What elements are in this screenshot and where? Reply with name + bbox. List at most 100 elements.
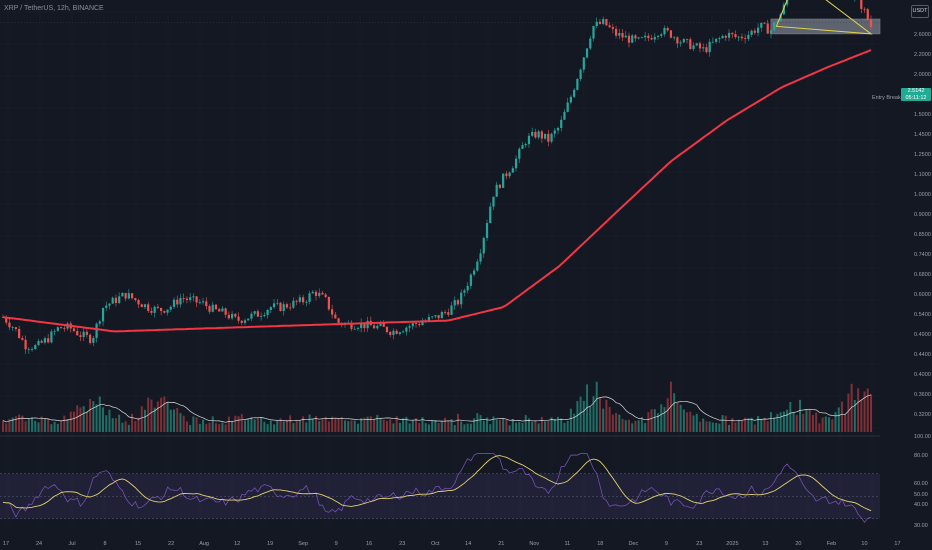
volume-bar [121,422,124,432]
candle-body [166,309,169,313]
volume-bar [185,421,188,432]
candle-body [305,301,308,303]
price-tick-label: 0.6000 [914,292,931,298]
volume-bar [363,417,366,432]
candle-body [385,326,389,333]
time-tick-label: 2025 [726,541,738,547]
volume-bar [382,419,385,432]
candle-body [269,307,272,310]
volume-bar [466,423,469,432]
candle-body [479,253,482,262]
volume-bar [715,422,718,432]
volume-bar [192,416,195,432]
volume-bar [379,417,382,432]
moving-average [2,49,872,333]
candle-body [14,327,18,329]
time-tick-label: Jul [69,541,76,547]
candle-body [527,135,531,145]
time-tick-label: 12 [234,541,240,547]
candle-body [289,307,292,309]
candle-body [508,172,511,177]
volume-bar [398,422,401,432]
volume-bar [318,421,321,432]
candle-body [631,35,634,43]
triangle-pattern [775,0,873,35]
volume-bar [153,407,156,432]
candle-body [314,291,318,296]
candle-body [276,302,279,304]
volume-bar [598,397,601,432]
price-tick-label: 1.5000 [914,112,931,118]
volume-bar [492,416,495,432]
candle-body [427,316,431,321]
volume-bar [37,422,40,432]
candle-body [718,38,721,39]
volume-bar [205,423,208,432]
candle-body [469,274,472,286]
candle-body [147,304,150,311]
candle-body [243,320,247,323]
candle-body [595,21,598,26]
volume-bar [744,417,747,432]
volume-bar [724,415,727,432]
candle-body [260,315,263,317]
volume-bar [302,416,305,432]
volume-bar [89,398,92,432]
candle-body [669,30,673,38]
volume-bar [550,417,553,432]
candle-body [43,338,47,343]
volume-bar [799,399,802,432]
candle-body [744,38,747,40]
volume-bar [134,421,137,432]
volume-bar [244,420,247,432]
volume-bar [427,424,430,432]
volume-bar [92,401,95,432]
candle-body [740,36,744,39]
volume-bar [292,423,295,432]
volume-bar [866,388,869,432]
volume-bar [750,417,753,432]
candle-body [702,47,705,49]
rsi-pane [0,435,880,523]
volume-bar [621,418,624,432]
candle-body [105,305,108,308]
candle-body [760,22,763,28]
volume-bar [218,424,221,432]
candle-body [408,326,411,328]
candle-body [582,57,585,70]
volume-bar [247,418,250,432]
volume-bar [231,421,234,432]
volume-bar [43,418,46,432]
volume-bar [663,407,666,432]
candle-body [689,39,692,50]
candle-body [47,338,50,343]
price-tick-label: 2.2000 [914,52,931,58]
volume-bar [789,401,792,432]
candle-body [214,304,218,310]
candle-body [63,328,66,330]
volume-bar [85,411,88,432]
volume-bar [486,417,489,432]
candle-body [108,303,111,306]
currency-button[interactable]: USDT [911,5,929,18]
volume-bar [531,421,534,432]
candle-body [263,314,266,316]
volume-bar [553,418,556,432]
volume-bar [360,418,363,432]
volume-bar [279,418,282,432]
candle-body [140,304,143,308]
volume-bar [828,417,831,432]
volume-bar [402,418,405,432]
rsi-tick-label: 30.00 [914,523,928,529]
candles[interactable] [1,0,873,354]
volume-bar [327,421,330,432]
volume-bar [679,404,682,432]
candle-body [337,318,340,323]
candle-body [692,45,695,50]
volume-bar [666,398,669,432]
candle-body [547,133,550,142]
volume-bar [53,421,56,432]
candle-body [447,312,450,315]
candle-body [866,9,869,20]
